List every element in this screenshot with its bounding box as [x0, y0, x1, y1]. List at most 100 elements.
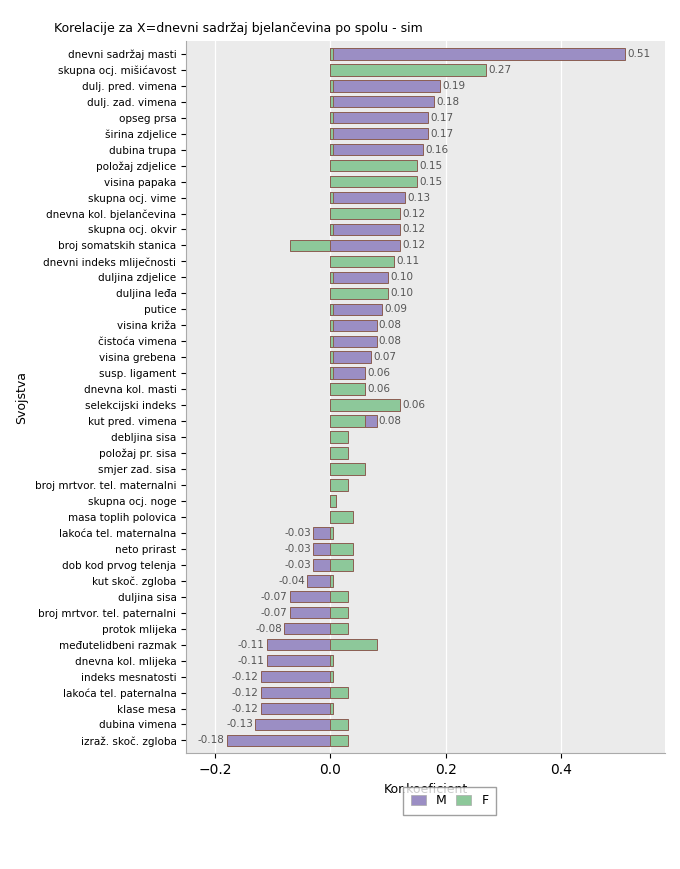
Bar	[330, 431, 342, 443]
Bar	[330, 687, 347, 699]
Bar	[330, 607, 347, 619]
Bar	[330, 240, 400, 251]
Bar	[330, 160, 417, 171]
Bar	[261, 703, 330, 714]
Bar	[330, 335, 377, 347]
Text: 0.18: 0.18	[437, 96, 460, 107]
Bar	[330, 415, 365, 427]
Bar	[330, 208, 400, 219]
Bar	[330, 511, 354, 522]
Bar	[330, 208, 400, 219]
Bar	[330, 559, 354, 571]
Text: 0.16: 0.16	[425, 144, 448, 155]
Text: 0.08: 0.08	[379, 416, 402, 426]
Bar	[330, 623, 347, 634]
Bar	[330, 383, 365, 395]
Text: -0.12: -0.12	[232, 672, 259, 681]
Text: 0.17: 0.17	[430, 113, 454, 123]
Bar	[330, 671, 333, 682]
Text: 0.12: 0.12	[402, 209, 425, 218]
Bar	[330, 719, 347, 730]
Bar	[313, 527, 330, 539]
Text: -0.07: -0.07	[261, 607, 288, 618]
Text: 0.51: 0.51	[627, 49, 650, 59]
Bar	[226, 734, 330, 746]
Text: 0.15: 0.15	[420, 176, 443, 187]
Bar	[330, 431, 347, 443]
Bar	[330, 543, 354, 554]
X-axis label: Kor.koeficient: Kor.koeficient	[384, 782, 468, 795]
Bar	[330, 64, 405, 76]
Text: 0.08: 0.08	[379, 321, 402, 330]
Text: Korelacije za X=dnevni sadržaj bjelančevina po spolu - sim: Korelacije za X=dnevni sadržaj bjelančev…	[54, 22, 423, 35]
Bar	[290, 607, 330, 619]
Bar	[313, 543, 330, 554]
Bar	[330, 575, 333, 587]
Bar	[330, 255, 394, 267]
Bar	[290, 591, 330, 602]
Text: 0.06: 0.06	[367, 368, 390, 378]
Bar	[330, 527, 333, 539]
Bar	[261, 687, 330, 699]
Bar	[330, 479, 347, 491]
Bar	[330, 495, 336, 507]
Text: 0.13: 0.13	[408, 193, 431, 202]
Text: 0.08: 0.08	[379, 336, 402, 346]
Bar	[330, 351, 371, 363]
Bar	[330, 272, 333, 283]
Bar	[330, 288, 371, 299]
Bar	[330, 64, 486, 76]
Text: 0.07: 0.07	[373, 352, 396, 362]
Bar	[330, 80, 440, 91]
Bar	[330, 112, 428, 123]
Text: -0.18: -0.18	[197, 735, 224, 746]
Bar	[330, 160, 388, 171]
Bar	[330, 223, 333, 235]
Bar	[330, 176, 388, 188]
Text: 0.19: 0.19	[442, 81, 465, 90]
Text: -0.03: -0.03	[284, 560, 311, 570]
Bar	[330, 591, 347, 602]
Bar	[256, 719, 330, 730]
Bar	[330, 400, 365, 411]
Bar	[330, 511, 336, 522]
Bar	[330, 495, 336, 507]
Bar	[330, 320, 377, 331]
Text: 0.17: 0.17	[430, 129, 454, 139]
Text: 0.10: 0.10	[390, 289, 413, 298]
Bar	[307, 575, 330, 587]
Bar	[330, 80, 333, 91]
Bar	[330, 351, 333, 363]
Bar	[330, 255, 394, 267]
Bar	[330, 112, 333, 123]
Bar	[261, 671, 330, 682]
Text: 0.15: 0.15	[420, 161, 443, 170]
Text: 0.11: 0.11	[396, 256, 420, 267]
Text: -0.08: -0.08	[255, 624, 282, 634]
Text: -0.11: -0.11	[238, 640, 265, 650]
Text: -0.07: -0.07	[261, 592, 288, 601]
Text: 0.12: 0.12	[402, 224, 425, 235]
Bar	[330, 48, 333, 60]
Bar	[330, 272, 388, 283]
Bar	[330, 128, 333, 139]
Bar	[330, 463, 342, 474]
Bar	[330, 734, 347, 746]
Text: -0.13: -0.13	[226, 720, 253, 729]
Bar	[330, 192, 405, 203]
Bar	[267, 655, 330, 667]
Text: 0.12: 0.12	[402, 241, 425, 250]
Text: -0.12: -0.12	[232, 704, 259, 713]
Bar	[284, 623, 330, 634]
Text: 0.27: 0.27	[488, 65, 511, 75]
Bar	[330, 335, 333, 347]
Bar	[313, 559, 330, 571]
Bar	[330, 96, 333, 108]
Text: -0.11: -0.11	[238, 655, 265, 666]
Text: 0.06: 0.06	[402, 400, 425, 410]
Text: -0.12: -0.12	[232, 687, 259, 698]
Bar	[330, 448, 342, 459]
Bar	[330, 48, 625, 60]
Bar	[330, 223, 400, 235]
Bar	[330, 288, 388, 299]
